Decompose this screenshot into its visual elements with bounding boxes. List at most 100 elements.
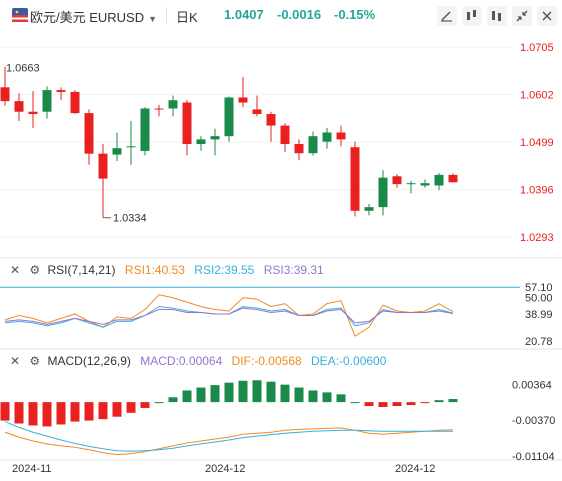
candle-body: [112, 148, 122, 155]
rsi-tick-label: 50.00: [525, 293, 553, 305]
candle-body: [448, 174, 458, 183]
rsi1-label: RSI1:40.53: [124, 263, 185, 277]
symbol-selector[interactable]: 欧元/美元 EURUSD ▼: [30, 7, 157, 26]
macd-tick-label: 0.00364: [512, 379, 552, 391]
candle-body: [294, 144, 304, 154]
macd-bar: [350, 402, 360, 404]
candle-body: [84, 113, 94, 154]
macd-label: MACD:0.00064: [140, 354, 223, 368]
price-tick-label: 1.0293: [520, 232, 554, 244]
flag-icon: [12, 8, 28, 22]
macd-bar: [364, 402, 374, 407]
price-tick-label: 1.0396: [520, 185, 554, 197]
candle-body: [168, 100, 178, 109]
rsi-line: [4, 307, 454, 325]
macd-line: [4, 427, 454, 456]
candle-body: [280, 125, 290, 144]
macd-bar: [238, 380, 248, 403]
candle-body: [350, 147, 360, 211]
macd-bar: [140, 402, 150, 408]
macd-bar: [336, 394, 346, 403]
price-tick-label: 1.0499: [520, 137, 554, 149]
macd-bar: [98, 402, 108, 420]
macd-tick-label: -0.00370: [512, 415, 555, 427]
candle-body: [42, 90, 52, 112]
rsi-tick-label: 38.99: [525, 309, 553, 321]
close-icon[interactable]: [537, 6, 557, 26]
rsi-line: [4, 306, 454, 328]
macd-bar: [42, 402, 52, 427]
candle-body: [140, 108, 150, 151]
macd-bar: [308, 390, 318, 403]
candle-body: [434, 174, 444, 186]
close-icon[interactable]: ✕: [10, 263, 21, 277]
macd-bar: [252, 380, 262, 403]
candle-body: [14, 101, 24, 112]
macd-bar: [378, 402, 388, 407]
macd-bar: [126, 402, 136, 413]
price-tick-label: 1.0705: [520, 42, 554, 54]
price-change: -0.0016: [277, 7, 322, 22]
dea-label: DEA:-0.00600: [311, 354, 387, 368]
x-tick-label: 2024-12: [205, 463, 245, 475]
macd-bar: [70, 402, 80, 422]
candle-body: [238, 97, 248, 103]
macd-bar: [196, 387, 206, 403]
candle-body: [98, 153, 108, 179]
dif-label: DIF:-0.00568: [231, 354, 302, 368]
rsi-line: [4, 294, 454, 337]
divider: [166, 7, 167, 23]
macd-bar: [294, 387, 304, 403]
candle-body: [126, 146, 136, 148]
last-price: 1.0407: [224, 7, 264, 22]
compress-icon[interactable]: [512, 6, 532, 26]
axis-labels: 1.0705 1.0602 1.0499 1.0396 1.0293 1.0663 1.03…: [6, 42, 555, 475]
candle-body: [196, 139, 206, 144]
macd-bar: [84, 402, 94, 421]
candle-body: [420, 183, 430, 186]
price-tick-label: 1.0602: [520, 90, 554, 102]
candle-body: [252, 109, 262, 115]
pen-icon[interactable]: [437, 6, 457, 26]
candle-body: [322, 132, 332, 142]
rsi3-label: RSI3:39.31: [263, 263, 324, 277]
candle-body: [392, 176, 402, 185]
candle-body: [210, 136, 220, 140]
rsi-layer: [0, 286, 520, 337]
candle-body: [378, 177, 388, 208]
macd-bar: [210, 385, 220, 403]
macd-bar: [322, 392, 332, 403]
macd-bar: [14, 402, 24, 424]
macd-bar: [112, 402, 122, 417]
settings-icon[interactable]: ⚙: [29, 263, 41, 277]
candle-body: [364, 207, 374, 211]
settings-icon[interactable]: ⚙: [29, 354, 41, 368]
rsi-tick-label: 20.78: [525, 336, 553, 348]
chart-header: 欧元/美元 EURUSD ▼ 日K 1.0407 -0.0016 -0.15%: [0, 0, 562, 30]
rsi-tick-label: 57.10: [525, 282, 553, 294]
low-annotation: 1.0334: [113, 213, 147, 225]
settings-icon[interactable]: [487, 6, 507, 26]
macd-title: MACD(12,26,9): [47, 354, 131, 368]
macd-bar: [0, 402, 10, 421]
candle-body: [0, 87, 10, 102]
macd-bar: [420, 402, 430, 404]
macd-bar: [182, 390, 192, 403]
candle-body: [266, 114, 276, 126]
candle-body: [182, 102, 192, 144]
macd-line: [4, 421, 453, 452]
candle-body: [406, 183, 416, 185]
candle-body: [224, 97, 234, 137]
macd-bar: [168, 397, 178, 403]
symbol-label: 欧元/美元 EURUSD: [30, 10, 145, 25]
x-tick-label: 2024-12: [395, 463, 435, 475]
candle-body: [308, 136, 318, 154]
rsi-title: RSI(7,14,21): [47, 263, 116, 277]
x-tick-label: 2024-11: [12, 463, 52, 475]
close-icon[interactable]: ✕: [10, 354, 21, 368]
period-selector[interactable]: 日K: [176, 10, 198, 25]
rsi2-label: RSI2:39.55: [194, 263, 255, 277]
macd-tick-label: -0.01104: [512, 451, 555, 463]
chart-type-icon[interactable]: [462, 6, 482, 26]
